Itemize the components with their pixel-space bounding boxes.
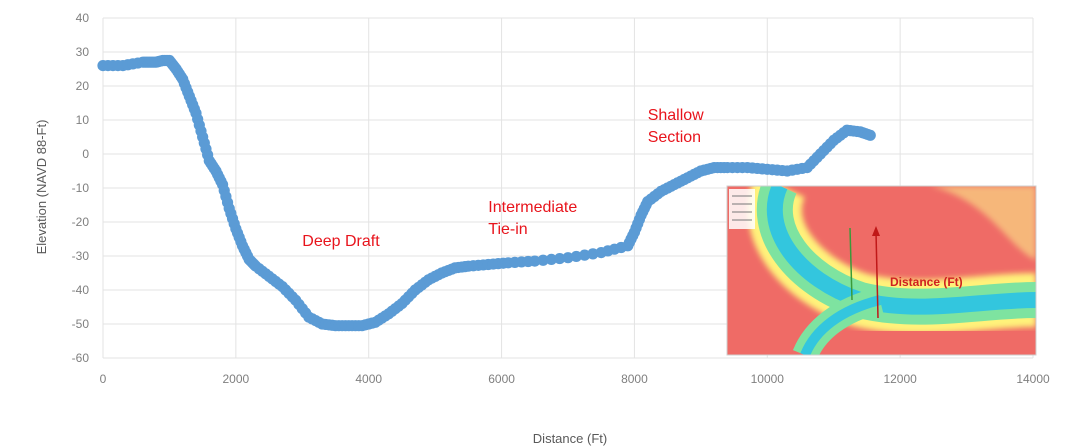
x-tick-label: 14000 xyxy=(1016,372,1050,386)
data-point xyxy=(537,254,549,266)
annotation-label: Shallow xyxy=(648,107,704,124)
y-tick-label: -60 xyxy=(72,351,90,365)
inset-transect-line xyxy=(849,227,853,301)
inset-legend xyxy=(729,189,755,229)
y-tick-label: -10 xyxy=(72,181,90,195)
x-tick-label: 0 xyxy=(100,372,107,386)
y-tick-label: -30 xyxy=(72,249,90,263)
data-point xyxy=(562,252,574,264)
x-tick-label: 8000 xyxy=(621,372,648,386)
inset-upland xyxy=(930,186,1036,260)
inset-frame xyxy=(726,185,1037,356)
y-tick-label: -20 xyxy=(72,215,90,229)
x-tick-label: 12000 xyxy=(883,372,917,386)
data-point xyxy=(570,250,582,263)
y-tick-label: 30 xyxy=(76,45,90,59)
y-tick-label: 0 xyxy=(82,147,89,161)
y-axis-title: Elevation (NAVD 88-Ft) xyxy=(34,120,49,255)
inset-side-channel-core xyxy=(800,295,882,355)
x-tick-label: 4000 xyxy=(355,372,382,386)
y-tick-label: 10 xyxy=(76,113,90,127)
x-axis-title: Distance (Ft) xyxy=(533,431,607,446)
gridlines xyxy=(102,17,1034,359)
data-point xyxy=(579,249,591,261)
inset-distance-label: Distance (Ft) xyxy=(890,275,963,289)
data-point xyxy=(545,253,557,265)
y-tick-label: -40 xyxy=(72,283,90,297)
data-point xyxy=(587,248,599,260)
inset-distance-arrow xyxy=(875,231,879,319)
x-tick-label: 6000 xyxy=(488,372,515,386)
map-inset: Distance (Ft) xyxy=(726,185,1037,356)
y-tick-label: 40 xyxy=(76,11,90,25)
x-tick-label: 2000 xyxy=(223,372,250,386)
annotation-label: Intermediate xyxy=(488,199,577,216)
y-axis-tick-labels: -60 -50 -40 -30 -20 -10 0 10 20 30 40 xyxy=(72,11,90,365)
annotation-label: Section xyxy=(648,129,701,146)
inset-arrow-head-icon xyxy=(872,226,880,236)
x-axis-tick-labels: 0 2000 4000 6000 8000 10000 12000 14000 xyxy=(100,372,1050,386)
y-tick-label: -50 xyxy=(72,317,90,331)
annotation-label: Tie-in xyxy=(488,221,527,238)
data-point xyxy=(864,129,876,141)
data-point xyxy=(529,255,541,267)
data-points xyxy=(97,54,876,332)
y-tick-label: 20 xyxy=(76,79,90,93)
annotations: Deep Draft Intermediate Tie-in Shallow Secti… xyxy=(302,107,704,250)
x-tick-label: 10000 xyxy=(751,372,785,386)
data-point xyxy=(554,252,566,265)
annotation-label: Deep Draft xyxy=(302,233,380,250)
